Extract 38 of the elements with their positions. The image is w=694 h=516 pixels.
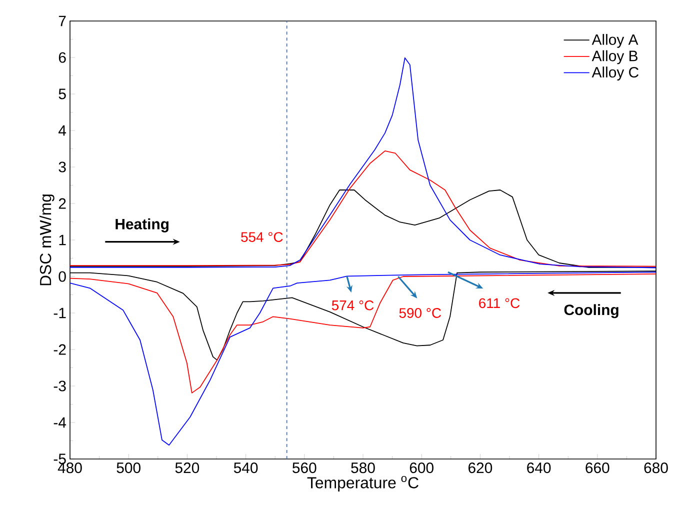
x-axis-title: Temperature $^{o}$C: [307, 476, 418, 492]
annotation: 611 °C: [479, 298, 520, 308]
legend-label: Alloy C: [592, 66, 639, 80]
y-tick-label: 2: [58, 198, 66, 209]
legend-label: Alloy B: [592, 50, 638, 64]
x-tick-label: 620: [468, 462, 492, 474]
y-tick-label: -4: [54, 417, 66, 428]
ref-line-label: 554 °C: [241, 232, 283, 242]
y-tick-label: 6: [58, 52, 66, 63]
y-tick-label: 0: [58, 271, 66, 282]
annotation: Heating: [116, 218, 168, 232]
y-tick-label: 5: [58, 88, 66, 100]
x-tick-label: 660: [586, 462, 610, 474]
x-tick-label: 600: [410, 462, 434, 474]
x-tick-label: 520: [175, 462, 200, 474]
annotation: Cooling: [564, 304, 618, 318]
y-tick-label: 1: [59, 234, 66, 246]
annotation: 590 °C: [399, 308, 441, 318]
x-tick-label: 500: [116, 462, 140, 474]
legend-label: Alloy A: [592, 34, 638, 48]
y-tick-label: -3: [54, 380, 66, 392]
line-series: [70, 273, 656, 394]
y-tick-label: -5: [54, 454, 66, 464]
y-tick-label: 4: [58, 125, 66, 136]
y-tick-label: 7: [58, 16, 66, 26]
line-series: [70, 150, 656, 267]
x-tick-label: 580: [351, 462, 375, 474]
x-tick-label: 560: [292, 462, 316, 474]
x-tick-label: 540: [234, 462, 258, 474]
y-axis-title: DSC mW/mg: [40, 194, 54, 286]
x-tick-label: 680: [644, 462, 668, 474]
y-tick-label: 3: [58, 162, 66, 172]
line-series: [70, 272, 656, 446]
x-tick-label: 640: [527, 462, 551, 474]
x-tick-label: 480: [58, 462, 82, 474]
y-tick-label: -1: [54, 308, 66, 318]
y-tick-label: -2: [54, 344, 66, 355]
annotation: 574 °C: [332, 300, 374, 310]
